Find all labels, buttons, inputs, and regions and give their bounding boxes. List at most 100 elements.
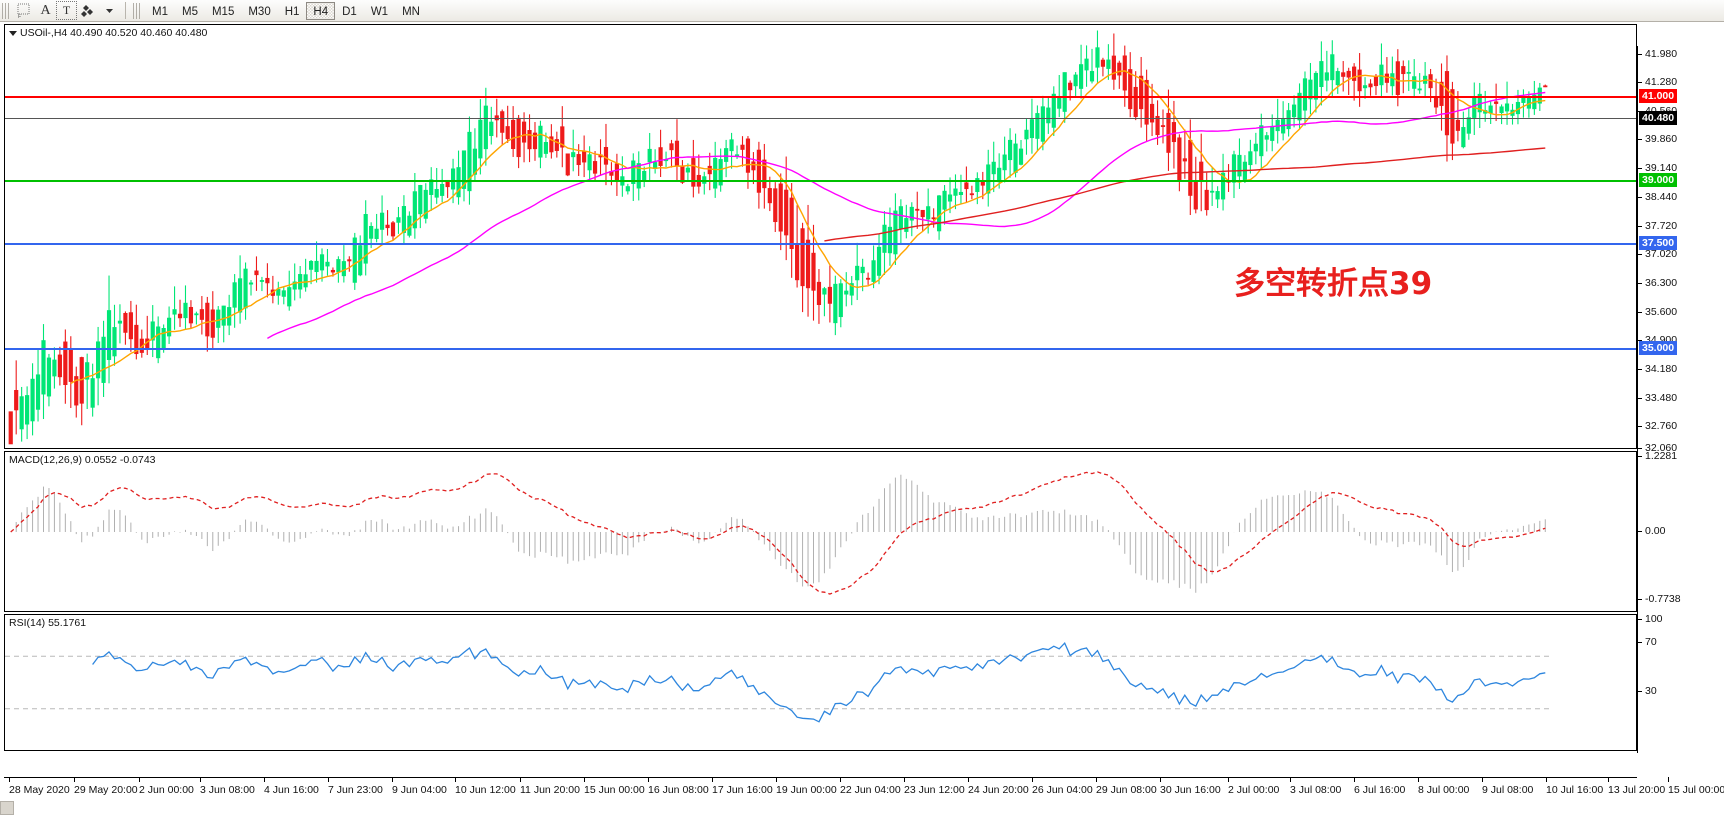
toolbar-grip[interactable] [2, 2, 11, 19]
timeframe-m5[interactable]: M5 [181, 5, 198, 18]
timeframe-grip[interactable] [133, 2, 142, 19]
candle [14, 360, 19, 435]
candle [276, 281, 281, 305]
level-line-last-price-40_48[interactable] [5, 118, 1636, 119]
time-tick [264, 777, 265, 782]
candle [1078, 44, 1084, 99]
candle [800, 222, 805, 313]
macd-pane[interactable]: MACD(12,26,9) 0.0552 -0.0743 [4, 451, 1637, 612]
candle [1504, 81, 1510, 125]
time-tick [584, 777, 585, 782]
candle [511, 106, 516, 157]
scroll-corner[interactable] [0, 801, 14, 815]
rsi-pane[interactable]: RSI(14) 55.1761 [4, 614, 1637, 751]
time-tick [200, 777, 201, 782]
price-tick-label: 34.180 [1645, 363, 1678, 375]
crosshair-icon[interactable]: F [14, 1, 35, 20]
candle [767, 176, 772, 212]
candle [991, 141, 996, 193]
objects-icon[interactable] [77, 1, 99, 20]
level-line-support-37_5[interactable] [5, 243, 1636, 245]
candle [1412, 59, 1417, 99]
candle [1248, 139, 1253, 174]
candle [112, 304, 117, 366]
candle [19, 386, 24, 442]
candle [1018, 139, 1024, 166]
price-tag: 37.500 [1639, 236, 1678, 250]
candle [576, 144, 581, 176]
price-tick-label: 36.300 [1645, 277, 1678, 289]
candle [1406, 60, 1411, 91]
candle [937, 195, 942, 240]
ma-red-line [824, 147, 1546, 242]
candle [724, 139, 729, 178]
candle [647, 132, 652, 181]
candle [1324, 50, 1329, 92]
candle [205, 296, 210, 352]
time-tick-label: 10 Jun 12:00 [455, 784, 516, 796]
candle [729, 132, 734, 169]
label-tool-icon[interactable]: T [56, 1, 77, 20]
candle [1352, 63, 1357, 101]
candle [1111, 33, 1116, 90]
time-tick-label: 22 Jun 04:00 [840, 784, 901, 796]
candle [74, 366, 79, 418]
candle [52, 347, 57, 389]
candle [227, 294, 232, 336]
candle [658, 129, 663, 178]
price-pane[interactable]: USOil-,H4 40.490 40.520 40.460 40.480 [4, 24, 1637, 449]
level-line-pivot-39[interactable] [5, 180, 1636, 182]
axis-tick [1637, 448, 1642, 449]
price-tick-label: 32.060 [1645, 442, 1678, 454]
candle [620, 156, 625, 197]
candle [96, 326, 101, 406]
candle [35, 349, 41, 422]
timeframe-h4[interactable]: H4 [306, 1, 336, 20]
axis-tick [1637, 456, 1642, 457]
candle [1149, 83, 1155, 137]
candle [63, 329, 68, 404]
candle [167, 306, 172, 344]
candle [975, 172, 980, 205]
time-tick-label: 6 Jul 16:00 [1354, 784, 1406, 796]
timeframe-mn[interactable]: MN [402, 5, 420, 18]
timeframe-m30[interactable]: M30 [248, 5, 271, 18]
timeframe-m1[interactable]: M1 [152, 5, 168, 18]
candle [292, 263, 297, 301]
candle [614, 153, 619, 196]
candle [691, 139, 696, 198]
timeframe-m15[interactable]: M15 [211, 5, 235, 18]
candle [445, 179, 450, 198]
candle [636, 151, 641, 201]
candle [314, 241, 319, 283]
candle [598, 139, 603, 176]
candle [833, 275, 838, 336]
time-tick [1608, 777, 1609, 782]
timeframe-d1[interactable]: D1 [342, 5, 357, 18]
collapse-triangle-icon[interactable] [9, 30, 17, 36]
text-tool-icon[interactable]: A [40, 2, 51, 18]
time-tick [1228, 777, 1229, 782]
candle [1444, 55, 1450, 162]
candle [385, 210, 390, 236]
candle [844, 272, 849, 307]
candle [1346, 67, 1351, 96]
timeframe-h1[interactable]: H1 [284, 5, 300, 18]
candle [893, 193, 898, 265]
candle [1231, 150, 1237, 199]
candle [347, 256, 352, 272]
candle [942, 185, 947, 225]
level-line-support-35[interactable] [5, 348, 1636, 350]
time-tick-label: 3 Jul 08:00 [1290, 784, 1342, 796]
time-tick-label: 9 Jun 04:00 [392, 784, 447, 796]
candle [478, 99, 483, 175]
axis-tick [1637, 531, 1642, 532]
time-tick [1354, 777, 1355, 782]
price-tick-label: 38.440 [1645, 191, 1678, 203]
svg-text:F: F [18, 14, 21, 18]
timeframe-w1[interactable]: W1 [370, 5, 389, 18]
level-line-resistance-41[interactable] [5, 96, 1636, 98]
dropdown-arrow-icon[interactable] [99, 1, 120, 20]
price-tick-label: 33.480 [1645, 392, 1678, 404]
candle [1002, 136, 1007, 183]
